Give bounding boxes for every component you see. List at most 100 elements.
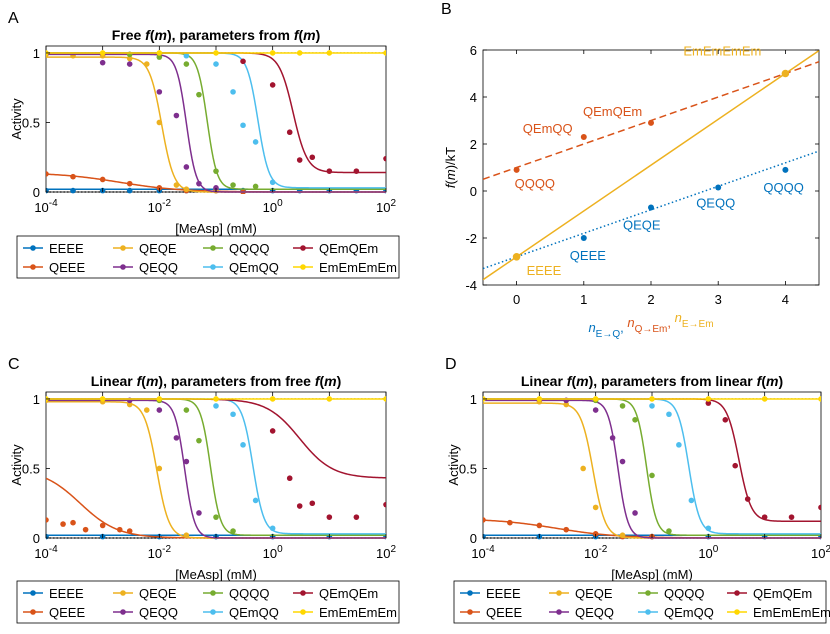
legend-label-QQQQ: QQQQ (664, 586, 704, 601)
x-tick-label: 102 (811, 544, 830, 561)
legend-marker-EEEE (30, 590, 36, 596)
x-axis-label: [MeAsp] (mM) (611, 567, 693, 582)
legend-label-QEEE: QEEE (49, 260, 85, 275)
data-point-QQQQ (156, 54, 163, 60)
data-point-QEmQEm (269, 428, 276, 434)
data-point-EEEE (126, 187, 133, 194)
legend-marker-QEmQEm (300, 245, 306, 251)
legend-label-EmEmEmEm: EmEmEmEm (753, 605, 830, 620)
point-label-EEEE: EEEE (527, 263, 562, 278)
legend-marker-QQQQ (210, 590, 216, 596)
data-point-QEmQEm (353, 168, 360, 174)
point-label-EmEmEmEm: EmEmEmEm (683, 44, 761, 59)
legend: EEEE QEEE QEQE QEQQ QQQQ QEmQQ QEmQEm EmEmEmEm (16, 580, 400, 624)
legend-marker-QEQE (120, 590, 126, 596)
panel-label: A (8, 10, 19, 27)
data-point-QEEE (156, 185, 163, 191)
y-tick-label: 6 (470, 43, 477, 58)
panel-label: D (445, 356, 457, 373)
data-point-QEmQEm (326, 514, 333, 520)
panel-B: 0 1 2 3 4 -4 -2 0 2 4 6 EEEE QEEE QEQE QEQQ QQQQ QQQQ QEm… (441, 1, 820, 340)
data-point-QQQQ (666, 528, 672, 534)
data-point-QEEE (116, 526, 123, 533)
panel-C: 10-4 10-2 100 102 0 0.5 1 Linear f(m), paramete… (8, 356, 400, 624)
y-tick-label: 0 (33, 185, 40, 200)
data-point-QEmQEm (326, 168, 333, 174)
data-point-EmEmEmEm (99, 50, 106, 56)
data-point-Q→Em (580, 133, 587, 140)
legend-label-QEQE: QEQE (575, 586, 613, 601)
data-point-QEmQQ (252, 139, 259, 145)
y-tick-label: 4 (470, 90, 477, 105)
x-tick-label: 10-2 (148, 544, 172, 561)
y-tick-label: 0.5 (459, 461, 477, 476)
data-point-QEmQQ (649, 403, 655, 409)
legend-marker-QEQQ (120, 609, 126, 615)
y-axis-label: Activity (9, 98, 24, 140)
data-point-QEmQEm (788, 514, 795, 520)
data-point-QEQE (183, 186, 190, 193)
fit-line-E→Em (483, 50, 819, 281)
data-point-QQQQ (196, 91, 202, 98)
data-point-QEQQ (609, 435, 616, 441)
legend-label-QEmQQ: QEmQQ (664, 605, 714, 620)
data-point-QEmQEm (722, 417, 729, 423)
x-tick-label: 100 (698, 544, 718, 561)
data-point-QEEE (99, 522, 106, 529)
legend-label-QEmQQ: QEmQQ (229, 260, 279, 275)
legend-marker-QEEE (30, 609, 36, 615)
data-point-QEmQEm (286, 129, 293, 136)
chart-title: Linear f(m), parameters from linear f(m) (521, 373, 783, 389)
legend: EEEE QEEE QEQE QEQQ QQQQ QEmQQ QEmQEm EmEmEmEm (16, 235, 400, 279)
data-point-QEEE (70, 519, 76, 526)
data-point-QEEE (483, 517, 486, 523)
plot-area (482, 391, 822, 539)
data-point-QQQQ (649, 472, 655, 479)
y-tick-label: 0.5 (22, 115, 40, 130)
data-point-EmEmEmEm (156, 50, 163, 56)
data-point-QEEE (126, 528, 133, 534)
data-point-QEmQQ (705, 525, 712, 532)
data-point-QEQQ (126, 61, 133, 67)
data-point-QEQE (126, 55, 133, 62)
data-point-QQQQ (632, 417, 638, 423)
data-point-QEEE (592, 531, 599, 537)
data-point-QEmQEm (286, 475, 293, 482)
legend-marker-QEEE (467, 609, 473, 615)
data-point-EmEmEmEm (705, 396, 712, 402)
data-point-E→Em (781, 69, 790, 78)
data-point-QQQQ (213, 514, 219, 520)
data-point-E→Em (512, 252, 521, 261)
data-point-QEQE (592, 504, 599, 511)
data-point-E→Q (648, 204, 654, 211)
data-point-QEQQ (592, 407, 599, 413)
legend-label-QEEE: QEEE (486, 605, 522, 620)
data-point-QEQE (143, 61, 150, 67)
legend-marker-EEEE (467, 590, 473, 596)
legend-marker-QEQQ (556, 609, 562, 615)
data-point-QEmQEm (383, 155, 386, 162)
x-tick-label: 0 (513, 292, 520, 307)
data-point-EmEmEmEm (156, 396, 163, 402)
data-point-QEEE (46, 517, 49, 523)
legend-label-QEQE: QEQE (139, 241, 177, 256)
data-point-QQQQ (196, 437, 202, 444)
y-tick-label: 1 (470, 392, 477, 407)
data-point-EmEmEmEm (592, 396, 599, 402)
x-tick-label: 10-4 (34, 544, 58, 561)
y-tick-label: 0 (470, 531, 477, 546)
y-axis-label: Activity (446, 444, 461, 486)
legend-marker-QQQQ (210, 245, 216, 251)
legend-label-QEmQEm: QEmQEm (319, 241, 378, 256)
legend-marker-EEEE (30, 245, 36, 251)
x-tick-label: 2 (647, 292, 654, 307)
data-point-QEmQQ (240, 122, 246, 129)
x-tick-label: 102 (376, 198, 396, 215)
data-point-Q→Em (648, 119, 654, 126)
x-axis-label: [MeAsp] (mM) (175, 567, 257, 582)
data-point-QEQQ (183, 164, 190, 170)
x-tick-label: 100 (263, 198, 283, 215)
data-point-QEEE (99, 176, 106, 183)
y-tick-label: -2 (465, 231, 477, 246)
